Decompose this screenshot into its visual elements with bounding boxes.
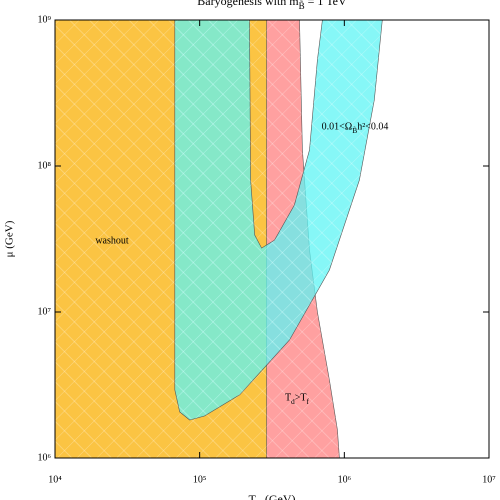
y-tick-label: 10⁷ <box>38 306 52 317</box>
y-tick-label: 10⁸ <box>38 160 52 171</box>
y-tick-label: 10⁹ <box>38 14 52 25</box>
x-tick-label: 10⁴ <box>48 474 62 485</box>
region-label: 0.01<ΩB̃h²<0.04 <box>322 121 389 135</box>
x-axis-label: TR (GeV) <box>248 492 295 500</box>
x-tick-label: 10⁵ <box>193 474 207 485</box>
region-hatch <box>174 20 383 420</box>
y-axis-label: μ (GeV) <box>4 220 16 257</box>
x-tick-label: 10⁶ <box>338 474 352 485</box>
chart-title: Baryogenesis with mB̃ = 1 TeV <box>197 0 347 11</box>
x-tick-label: 10⁷ <box>482 474 496 485</box>
plot-frame <box>54 19 490 459</box>
y-tick-label: 10⁶ <box>38 452 52 463</box>
regions <box>55 19 383 459</box>
region-label: washout <box>95 235 129 246</box>
